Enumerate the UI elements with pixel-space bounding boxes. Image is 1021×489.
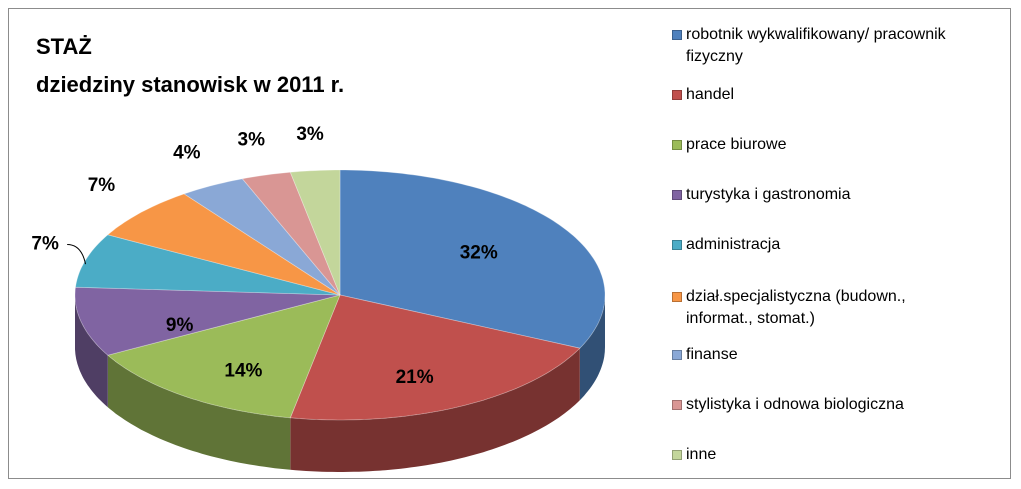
leader-line [67,243,87,265]
pie-slice [339,169,606,349]
legend-label: inne [686,446,717,463]
pie-labels: 32% 21% 14% 9% 7% 7% 4% 3% 3% [31,124,497,388]
data-label: 7% [31,233,59,254]
legend-item: administracja [672,234,948,256]
legend-label: turystyka i gastronomia [686,186,851,203]
legend-label: dział.specjalistyczna (budown., informat… [686,288,906,327]
legend-swatch [672,90,682,100]
legend-item: inne [672,444,948,466]
legend-item: dział.specjalistyczna (budown., informat… [672,286,948,330]
legend-label: robotnik wykwalifikowany/ pracownik fizy… [686,26,946,65]
pie-slice [289,294,581,421]
legend-label: prace biurowe [686,136,787,153]
data-label: 3% [296,124,324,145]
pie-side [290,348,580,472]
legend-item: finanse [672,344,948,366]
pie-slice [183,178,341,296]
data-label: 21% [396,367,434,388]
legend-swatch [672,292,682,302]
chart-title: STAŻ [36,34,92,59]
pie-slice [74,286,341,356]
legend-item: prace biurowe [672,134,948,156]
chart-subtitle: dziedziny stanowisk w 2011 r. [36,72,344,97]
legend-item: handel [672,84,948,106]
legend-label: administracja [686,236,781,253]
pie-slice [289,169,341,296]
legend-item: stylistyka i odnowa biologiczna [672,394,948,416]
legend-label: handel [686,86,735,103]
legend-swatch [672,450,682,460]
legend-item: robotnik wykwalifikowany/ pracownik fizy… [672,24,948,68]
pie-slice [106,294,341,419]
pie-slice [106,193,341,296]
legend-swatch [672,190,682,200]
legend-swatch [672,350,682,360]
legend-label: stylistyka i odnowa biologiczna [686,396,904,413]
data-label: 9% [166,315,194,336]
pie-tops [74,169,606,421]
pie-slice [241,171,341,296]
data-label: 3% [238,130,266,151]
data-label: 14% [224,361,262,382]
legend-swatch [672,400,682,410]
chart-frame [8,8,1011,479]
legend-swatch [672,140,682,150]
data-label: 4% [173,142,201,163]
pie-slice [75,234,341,296]
pie-side [107,355,291,470]
data-label: 7% [88,175,116,196]
pie-side [579,295,605,401]
legend-item: turystyka i gastronomia [672,184,948,206]
pie-side [75,295,108,408]
legend-swatch [672,30,682,40]
legend-label: finanse [686,346,738,363]
legend-swatch [672,240,682,250]
pie-sides [75,295,605,472]
data-label: 32% [460,242,498,263]
